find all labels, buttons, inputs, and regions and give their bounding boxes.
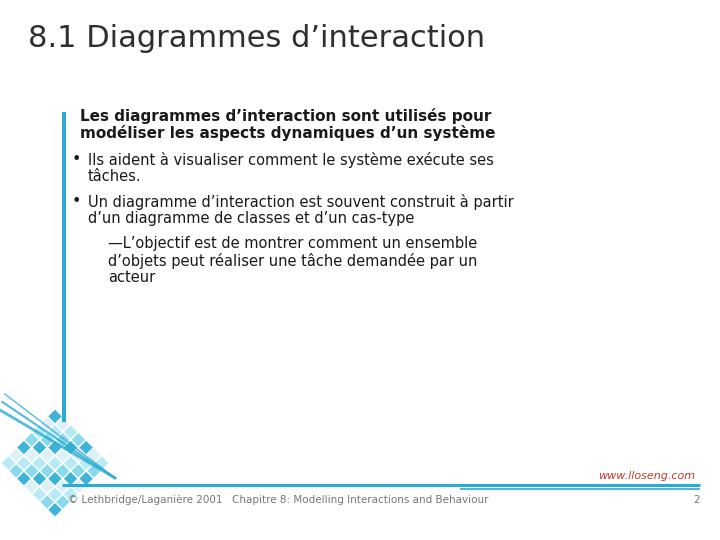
Text: Chapitre 8: Modelling Interactions and Behaviour: Chapitre 8: Modelling Interactions and B… (232, 495, 488, 505)
Bar (64, 472, 77, 485)
Bar (25, 433, 38, 447)
Bar (79, 456, 93, 470)
Bar (48, 488, 62, 501)
Text: —L’objectif est de montrer comment un ensemble: —L’objectif est de montrer comment un en… (108, 236, 477, 251)
Text: •: • (72, 194, 81, 209)
Text: Les diagrammes d’interaction sont utilisés pour: Les diagrammes d’interaction sont utilis… (80, 108, 491, 124)
Bar (17, 456, 30, 470)
Bar (32, 488, 46, 501)
Bar (25, 449, 38, 462)
Bar (95, 456, 108, 470)
Text: Un diagramme d’interaction est souvent construit à partir: Un diagramme d’interaction est souvent c… (88, 194, 514, 210)
Bar (9, 449, 23, 462)
Bar (48, 441, 62, 454)
Bar (48, 456, 62, 470)
Bar (40, 480, 54, 493)
Bar (48, 426, 62, 438)
Bar (56, 480, 69, 493)
Bar (17, 441, 30, 454)
Bar (87, 464, 101, 477)
Text: modéliser les aspects dynamiques d’un système: modéliser les aspects dynamiques d’un sy… (80, 125, 495, 141)
Bar (79, 441, 93, 454)
Text: © Lethbridge/Laganière 2001: © Lethbridge/Laganière 2001 (68, 495, 222, 505)
Bar (48, 503, 62, 516)
Bar (25, 464, 38, 477)
Bar (72, 433, 85, 447)
Bar (56, 449, 69, 462)
Bar (72, 464, 85, 477)
Bar (40, 433, 54, 447)
Text: •: • (72, 152, 81, 167)
Bar (62, 112, 66, 422)
Bar (25, 480, 38, 493)
Bar (40, 495, 54, 509)
Bar (64, 488, 77, 501)
Bar (64, 456, 77, 470)
Bar (17, 472, 30, 485)
Bar (9, 464, 23, 477)
Bar (72, 449, 85, 462)
Bar (64, 426, 77, 438)
Bar (72, 480, 85, 493)
Bar (32, 426, 46, 438)
Text: tâches.: tâches. (88, 169, 142, 184)
Text: d’objets peut réaliser une tâche demandée par un: d’objets peut réaliser une tâche demandé… (108, 253, 477, 269)
Bar (79, 472, 93, 485)
Bar (48, 410, 62, 423)
Bar (48, 472, 62, 485)
Text: 8.1 Diagrammes d’interaction: 8.1 Diagrammes d’interaction (28, 24, 485, 53)
Text: 2: 2 (693, 495, 700, 505)
Bar (32, 456, 46, 470)
Bar (40, 417, 54, 431)
Text: acteur: acteur (108, 270, 156, 285)
Bar (40, 449, 54, 462)
Bar (56, 417, 69, 431)
Bar (32, 472, 46, 485)
Bar (64, 441, 77, 454)
Bar (1, 456, 15, 470)
Text: www.lloseng.com: www.lloseng.com (598, 471, 695, 481)
Text: Ils aident à visualiser comment le système exécute ses: Ils aident à visualiser comment le systè… (88, 152, 494, 168)
Bar (40, 464, 54, 477)
Bar (87, 449, 101, 462)
Bar (32, 441, 46, 454)
Text: d’un diagramme de classes et d’un cas-type: d’un diagramme de classes et d’un cas-ty… (88, 211, 415, 226)
Bar (56, 464, 69, 477)
Bar (56, 433, 69, 447)
Bar (56, 495, 69, 509)
